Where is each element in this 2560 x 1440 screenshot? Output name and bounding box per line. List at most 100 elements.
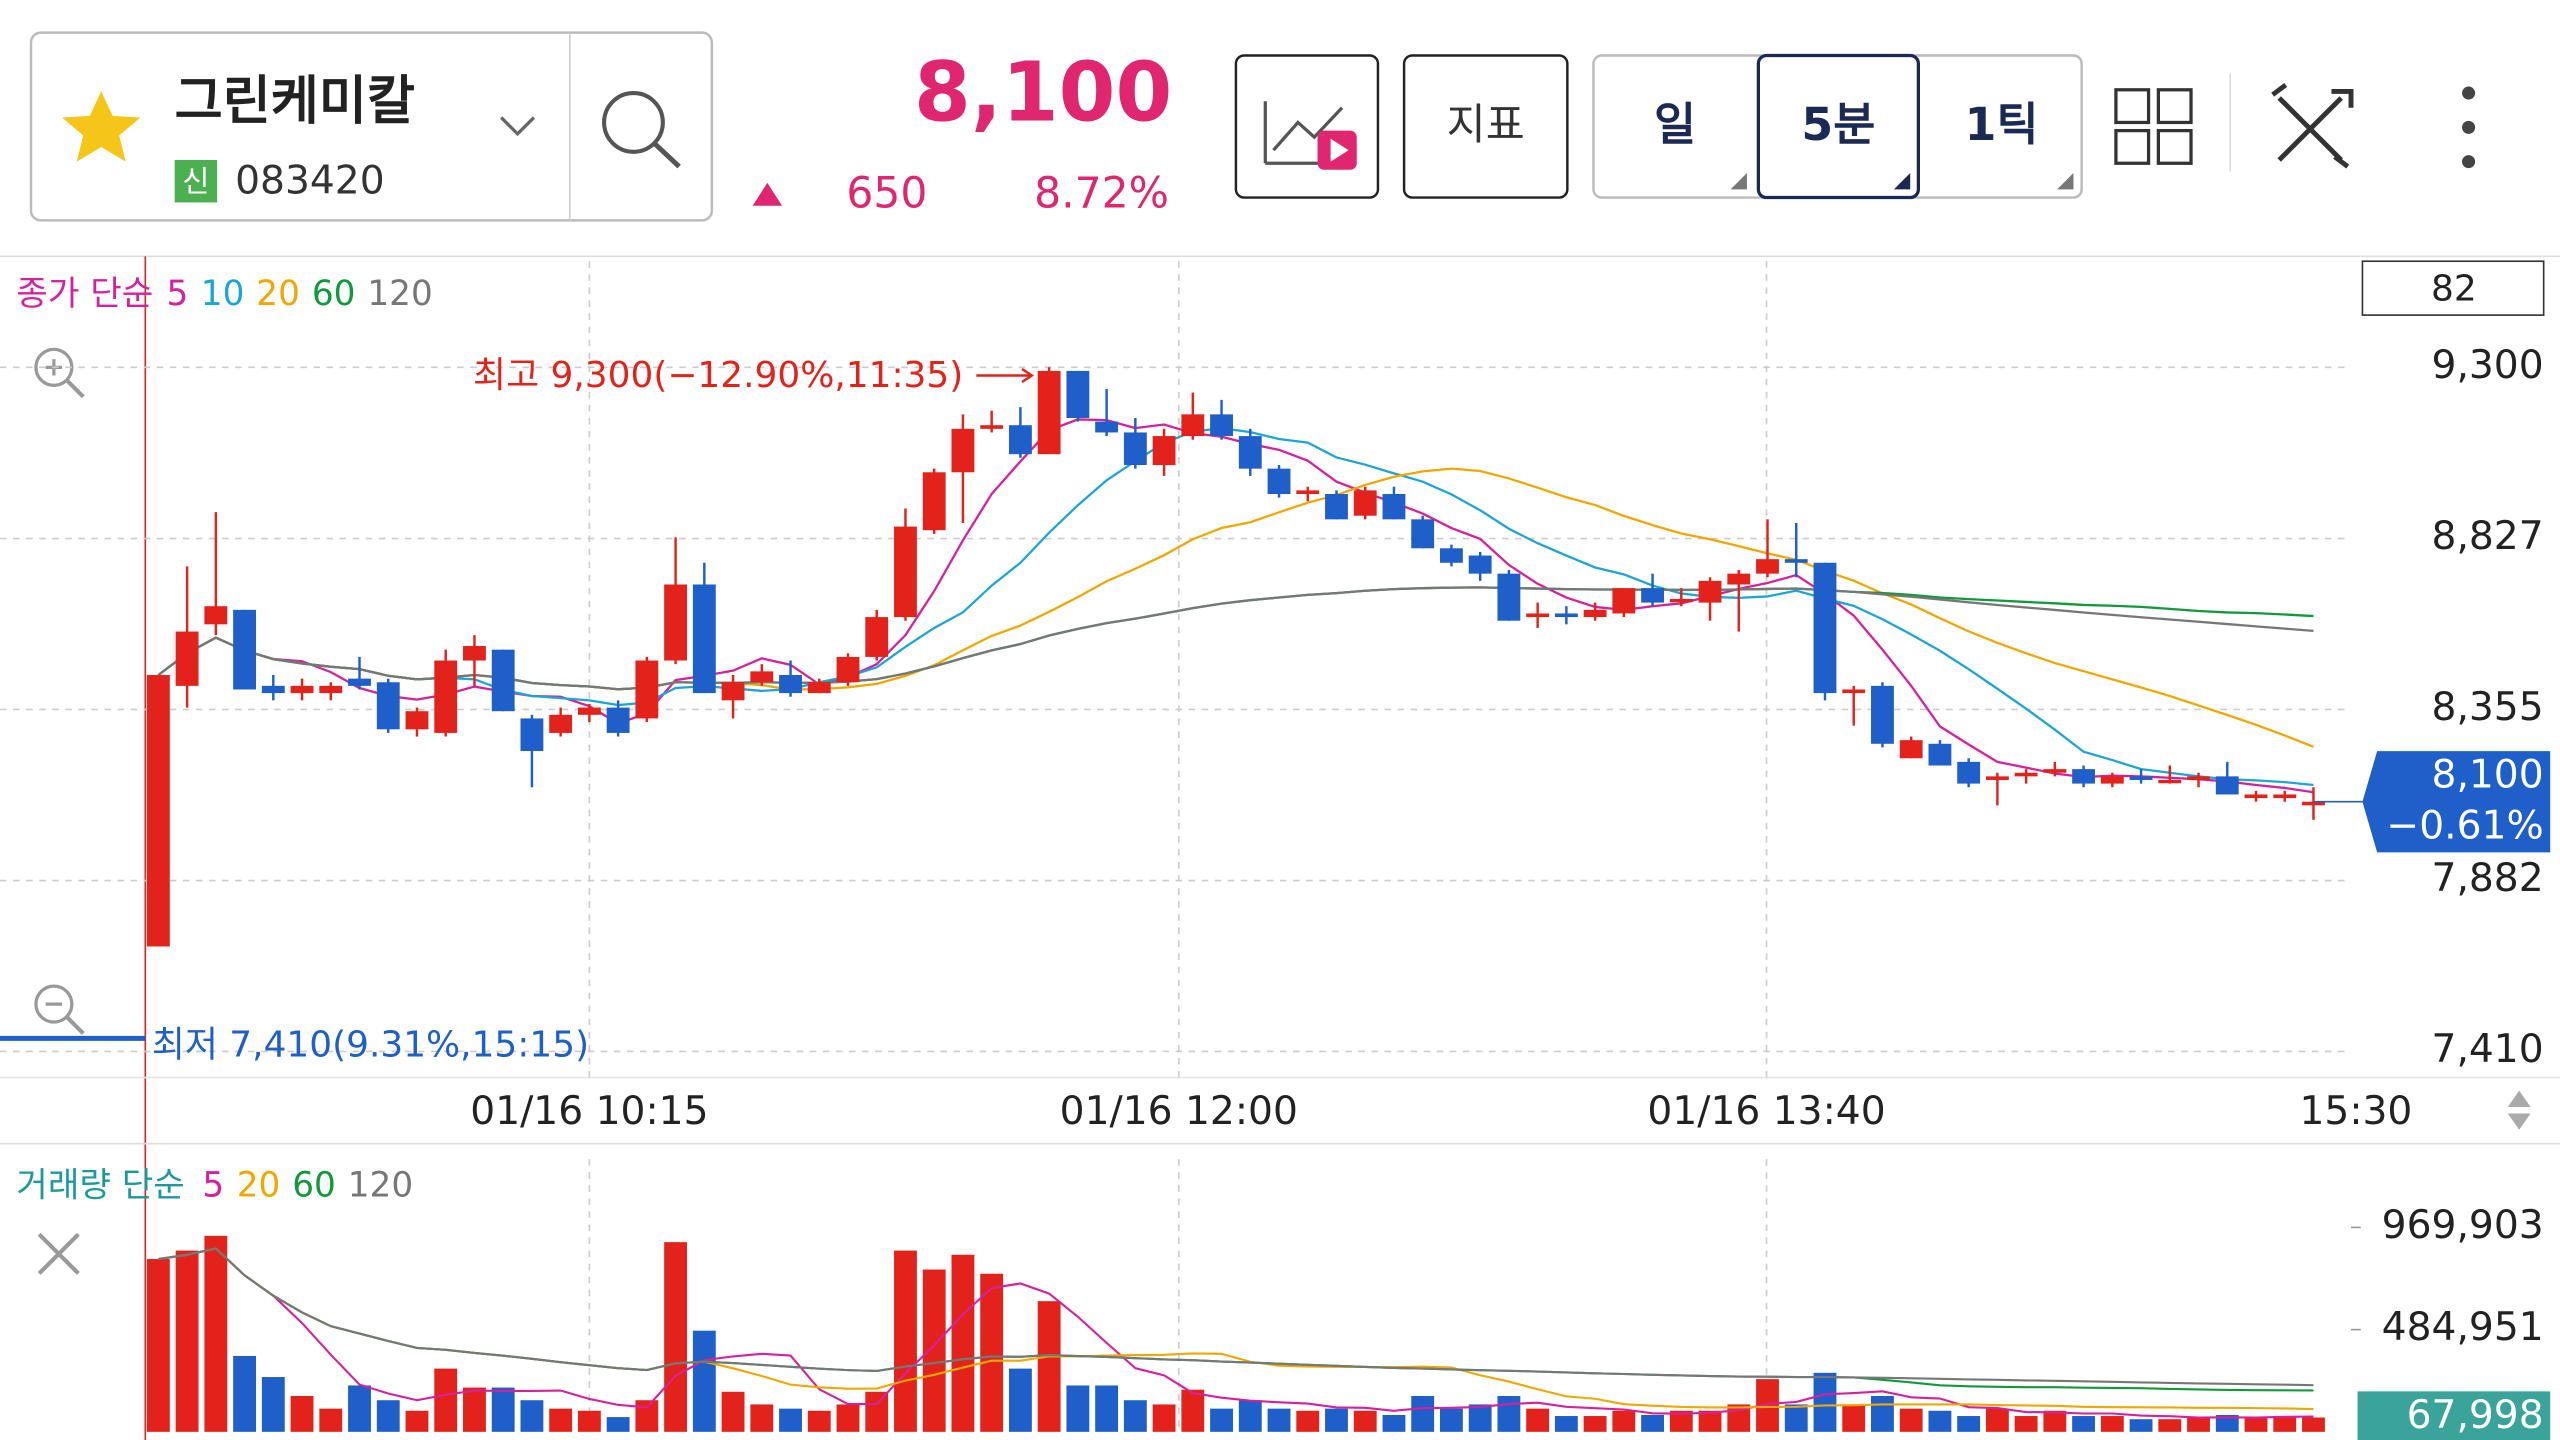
volume-bar <box>865 1391 889 1432</box>
period-selected[interactable] <box>1756 53 1921 200</box>
volume-bar <box>606 1417 630 1432</box>
candle-body <box>1698 580 1722 603</box>
candle-body <box>1871 685 1894 744</box>
candle-body <box>204 606 228 625</box>
candle-body <box>376 682 400 730</box>
dropdown-arrow[interactable] <box>500 116 536 137</box>
candle-body <box>2273 794 2297 799</box>
indicator-button[interactable] <box>1402 54 1569 199</box>
y-tick-label: 8,827 <box>2432 514 2544 559</box>
y-tick-label: 969,903 <box>2382 1203 2544 1248</box>
volume-bar <box>290 1396 314 1432</box>
volume-bar <box>951 1254 975 1432</box>
candle-body <box>1123 432 1147 466</box>
period-tick[interactable]: 1틱 <box>1965 98 2039 151</box>
candle-body <box>1353 490 1377 516</box>
candle-body <box>577 707 601 715</box>
volume-bar <box>1899 1408 1923 1432</box>
zoom-in[interactable] <box>34 347 85 399</box>
legend-period: 20 <box>237 1165 281 1205</box>
candle-body <box>1756 559 1779 574</box>
zoom-out[interactable] <box>34 984 85 1035</box>
volume-bar <box>1095 1385 1119 1432</box>
volume-bar <box>1411 1396 1435 1432</box>
candle-body <box>1325 493 1348 520</box>
volume-bar <box>750 1404 774 1432</box>
volume-bar <box>1871 1396 1894 1432</box>
favorite-star[interactable] <box>62 91 141 162</box>
volume-bar <box>204 1235 228 1432</box>
candle-body <box>721 682 745 701</box>
candle-body <box>491 649 515 712</box>
candle-body <box>290 685 314 694</box>
x-tick-label: 01/16 13:40 <box>1647 1089 1885 1134</box>
legend-period: 5 <box>167 274 189 314</box>
chart-type-button[interactable] <box>1234 54 1380 199</box>
ma-line <box>157 426 2314 787</box>
candle-body <box>1152 436 1176 466</box>
candle-body <box>1095 421 1119 433</box>
volume-bar <box>1526 1408 1550 1432</box>
volume-bar <box>980 1273 1004 1432</box>
ma-line <box>158 1247 2314 1419</box>
scroll-arrows[interactable] <box>2507 1090 2531 1130</box>
volume-bar <box>348 1385 371 1432</box>
volume-bar <box>1238 1400 1262 1432</box>
candle-body <box>434 660 458 733</box>
ma-line <box>157 586 2314 691</box>
volume-bar <box>1008 1368 1032 1432</box>
volume-bar <box>721 1391 745 1432</box>
candle-body <box>922 472 946 531</box>
candle-body <box>1526 613 1550 618</box>
candle-body <box>1497 573 1521 621</box>
candle-body <box>2158 779 2182 784</box>
period-5min[interactable]: 5분 <box>1801 98 1875 151</box>
legend-period: 20 <box>256 274 300 314</box>
volume-bar <box>1756 1379 1779 1432</box>
volume-bar <box>1123 1400 1147 1432</box>
current-price: 8,100 <box>914 45 1172 140</box>
candle-body <box>1210 414 1233 437</box>
volume-bar <box>146 1259 170 1432</box>
search-button[interactable] <box>602 91 681 169</box>
volume-bar <box>261 1377 285 1432</box>
legend-period: 120 <box>367 274 432 314</box>
candle-body <box>1066 370 1090 418</box>
candle-body <box>2014 772 2038 777</box>
candle-body <box>2100 776 2124 784</box>
volume-bar <box>1842 1404 1866 1432</box>
price-change: 650 <box>846 169 927 218</box>
candle-body <box>980 425 1004 429</box>
candle-body <box>549 714 573 733</box>
volume-bar <box>1583 1416 1607 1432</box>
candle-body <box>1669 598 1693 603</box>
candle-body <box>1985 776 2009 780</box>
legend-period: 5 <box>202 1165 224 1205</box>
value-box-text: 82 <box>2431 269 2477 310</box>
corner <box>1730 173 1747 190</box>
candle-body <box>2129 776 2153 780</box>
indicator-label: 지표 <box>1447 101 1525 150</box>
volume-bar <box>1784 1404 1808 1432</box>
period-day[interactable]: 일 <box>1654 98 1696 151</box>
volume-bar <box>1813 1372 1837 1432</box>
candle-body <box>1267 468 1291 494</box>
volume-bar <box>692 1330 716 1432</box>
volume-bar <box>1325 1408 1348 1432</box>
candle-body <box>1468 555 1492 574</box>
more-button[interactable] <box>2462 86 2476 169</box>
volume-bar <box>1669 1410 1693 1432</box>
layout-button[interactable] <box>2114 88 2193 165</box>
candle-body <box>1899 740 1923 759</box>
settings-button[interactable] <box>2271 82 2354 169</box>
close-volume[interactable] <box>37 1232 80 1275</box>
candle-body <box>1727 573 1751 585</box>
candle-body <box>261 685 285 694</box>
volume-bar <box>1440 1408 1463 1432</box>
candle-body <box>836 656 860 683</box>
legend-period: 120 <box>348 1165 413 1205</box>
stock-name: 그린케미칼 <box>175 71 415 131</box>
candle-body <box>146 674 170 947</box>
volume-bar <box>1612 1410 1636 1432</box>
